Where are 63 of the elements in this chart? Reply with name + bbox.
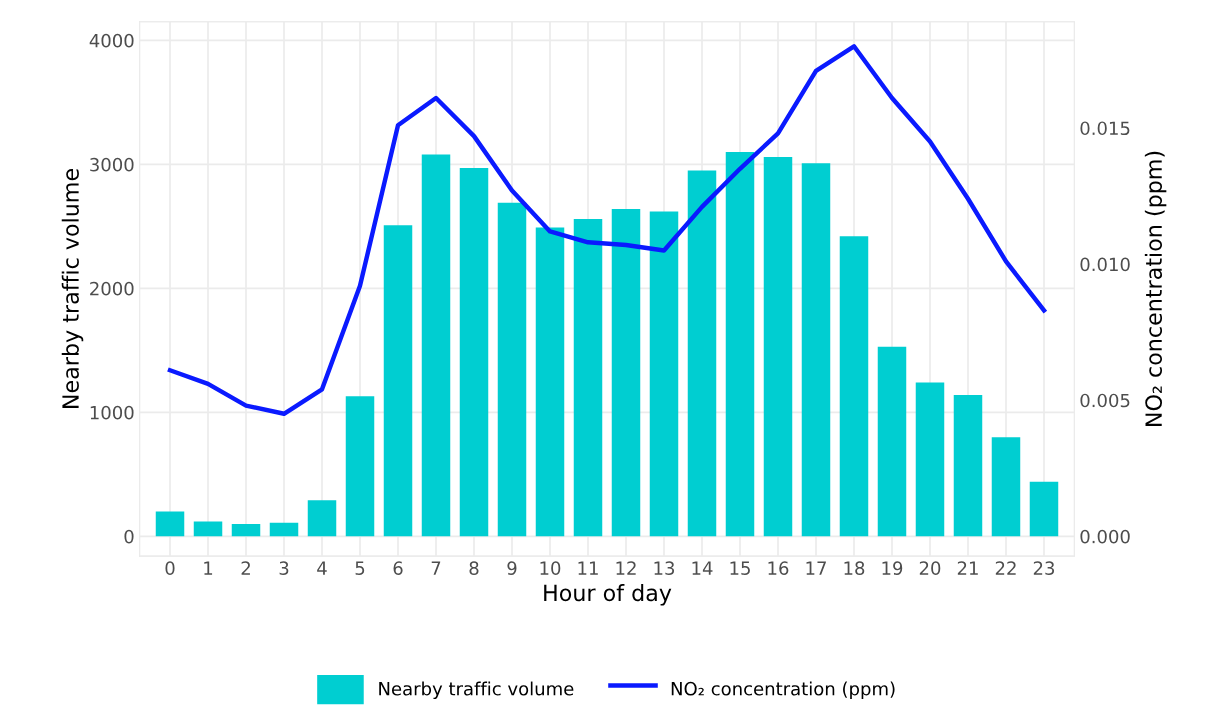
bar	[991, 437, 1021, 537]
bar	[687, 170, 717, 537]
bar	[801, 163, 831, 537]
x-axis-title: Hour of day	[544, 584, 672, 606]
bar	[915, 382, 945, 537]
bar	[345, 396, 375, 537]
x-tick-label: 0	[165, 561, 175, 575]
x-tick-label: 19	[882, 561, 903, 575]
x-tick-label: 18	[844, 561, 865, 575]
bar	[877, 346, 907, 537]
y-tick-label: 2000	[90, 281, 134, 296]
bar	[383, 225, 413, 537]
x-tick-label: 12	[616, 561, 636, 575]
bar	[725, 151, 755, 537]
bar	[307, 500, 337, 537]
x-tick-label: 17	[806, 561, 826, 575]
x-tick-label: 1	[204, 561, 213, 575]
y2-tick-label: 0.000	[1080, 529, 1130, 544]
bar	[763, 156, 793, 537]
x-tick-label: 7	[431, 561, 441, 575]
y-tick-label: 4000	[89, 33, 134, 48]
x-tick-label: 22	[995, 561, 1016, 575]
x-tick-label: 6	[393, 561, 403, 575]
x-tick-label: 2	[241, 561, 250, 575]
x-tick-label: 23	[1033, 561, 1055, 575]
x-tick-label: 14	[692, 561, 713, 575]
x-tick-label: 11	[578, 561, 598, 575]
x-tick-label: 4	[317, 561, 327, 575]
bar	[193, 521, 223, 537]
bar	[649, 211, 679, 537]
x-tick-label: 9	[507, 561, 517, 575]
bar	[535, 227, 565, 537]
y-tick-label: 1000	[90, 405, 134, 420]
bar	[155, 511, 185, 537]
bar	[839, 236, 869, 537]
legend-label: Nearby traffic volume	[379, 681, 574, 700]
bar	[497, 202, 527, 537]
y-tick-label: 3000	[90, 157, 134, 172]
bar	[953, 394, 983, 537]
x-tick-label: 13	[654, 561, 675, 575]
y2-tick-label: 0.010	[1080, 257, 1130, 272]
line-series	[167, 44, 1047, 417]
bar	[611, 209, 641, 537]
y-axis-title: Nearby traffic volume	[61, 169, 84, 408]
x-tick-label: 10	[540, 561, 561, 575]
x-tick-label: 3	[279, 561, 289, 575]
bar	[573, 218, 603, 537]
x-tick-label: 16	[768, 561, 789, 575]
bar	[1029, 481, 1059, 537]
y2-axis-title: NO₂ concentration (ppm)	[1144, 151, 1167, 426]
x-tick-label: 15	[730, 561, 750, 575]
y2-tick-label: 0.005	[1080, 393, 1130, 408]
y-tick-label: 0	[124, 529, 134, 544]
bar	[421, 154, 451, 537]
y2-tick-label: 0.015	[1080, 121, 1130, 136]
x-tick-label: 8	[469, 561, 479, 575]
bar	[231, 523, 261, 537]
legend-label: NO₂ concentration (ppm)	[671, 681, 895, 700]
bar	[269, 522, 299, 537]
x-tick-label: 5	[355, 561, 365, 575]
bar	[459, 168, 489, 537]
x-tick-label: 21	[957, 561, 978, 575]
x-tick-label: 20	[919, 561, 941, 575]
